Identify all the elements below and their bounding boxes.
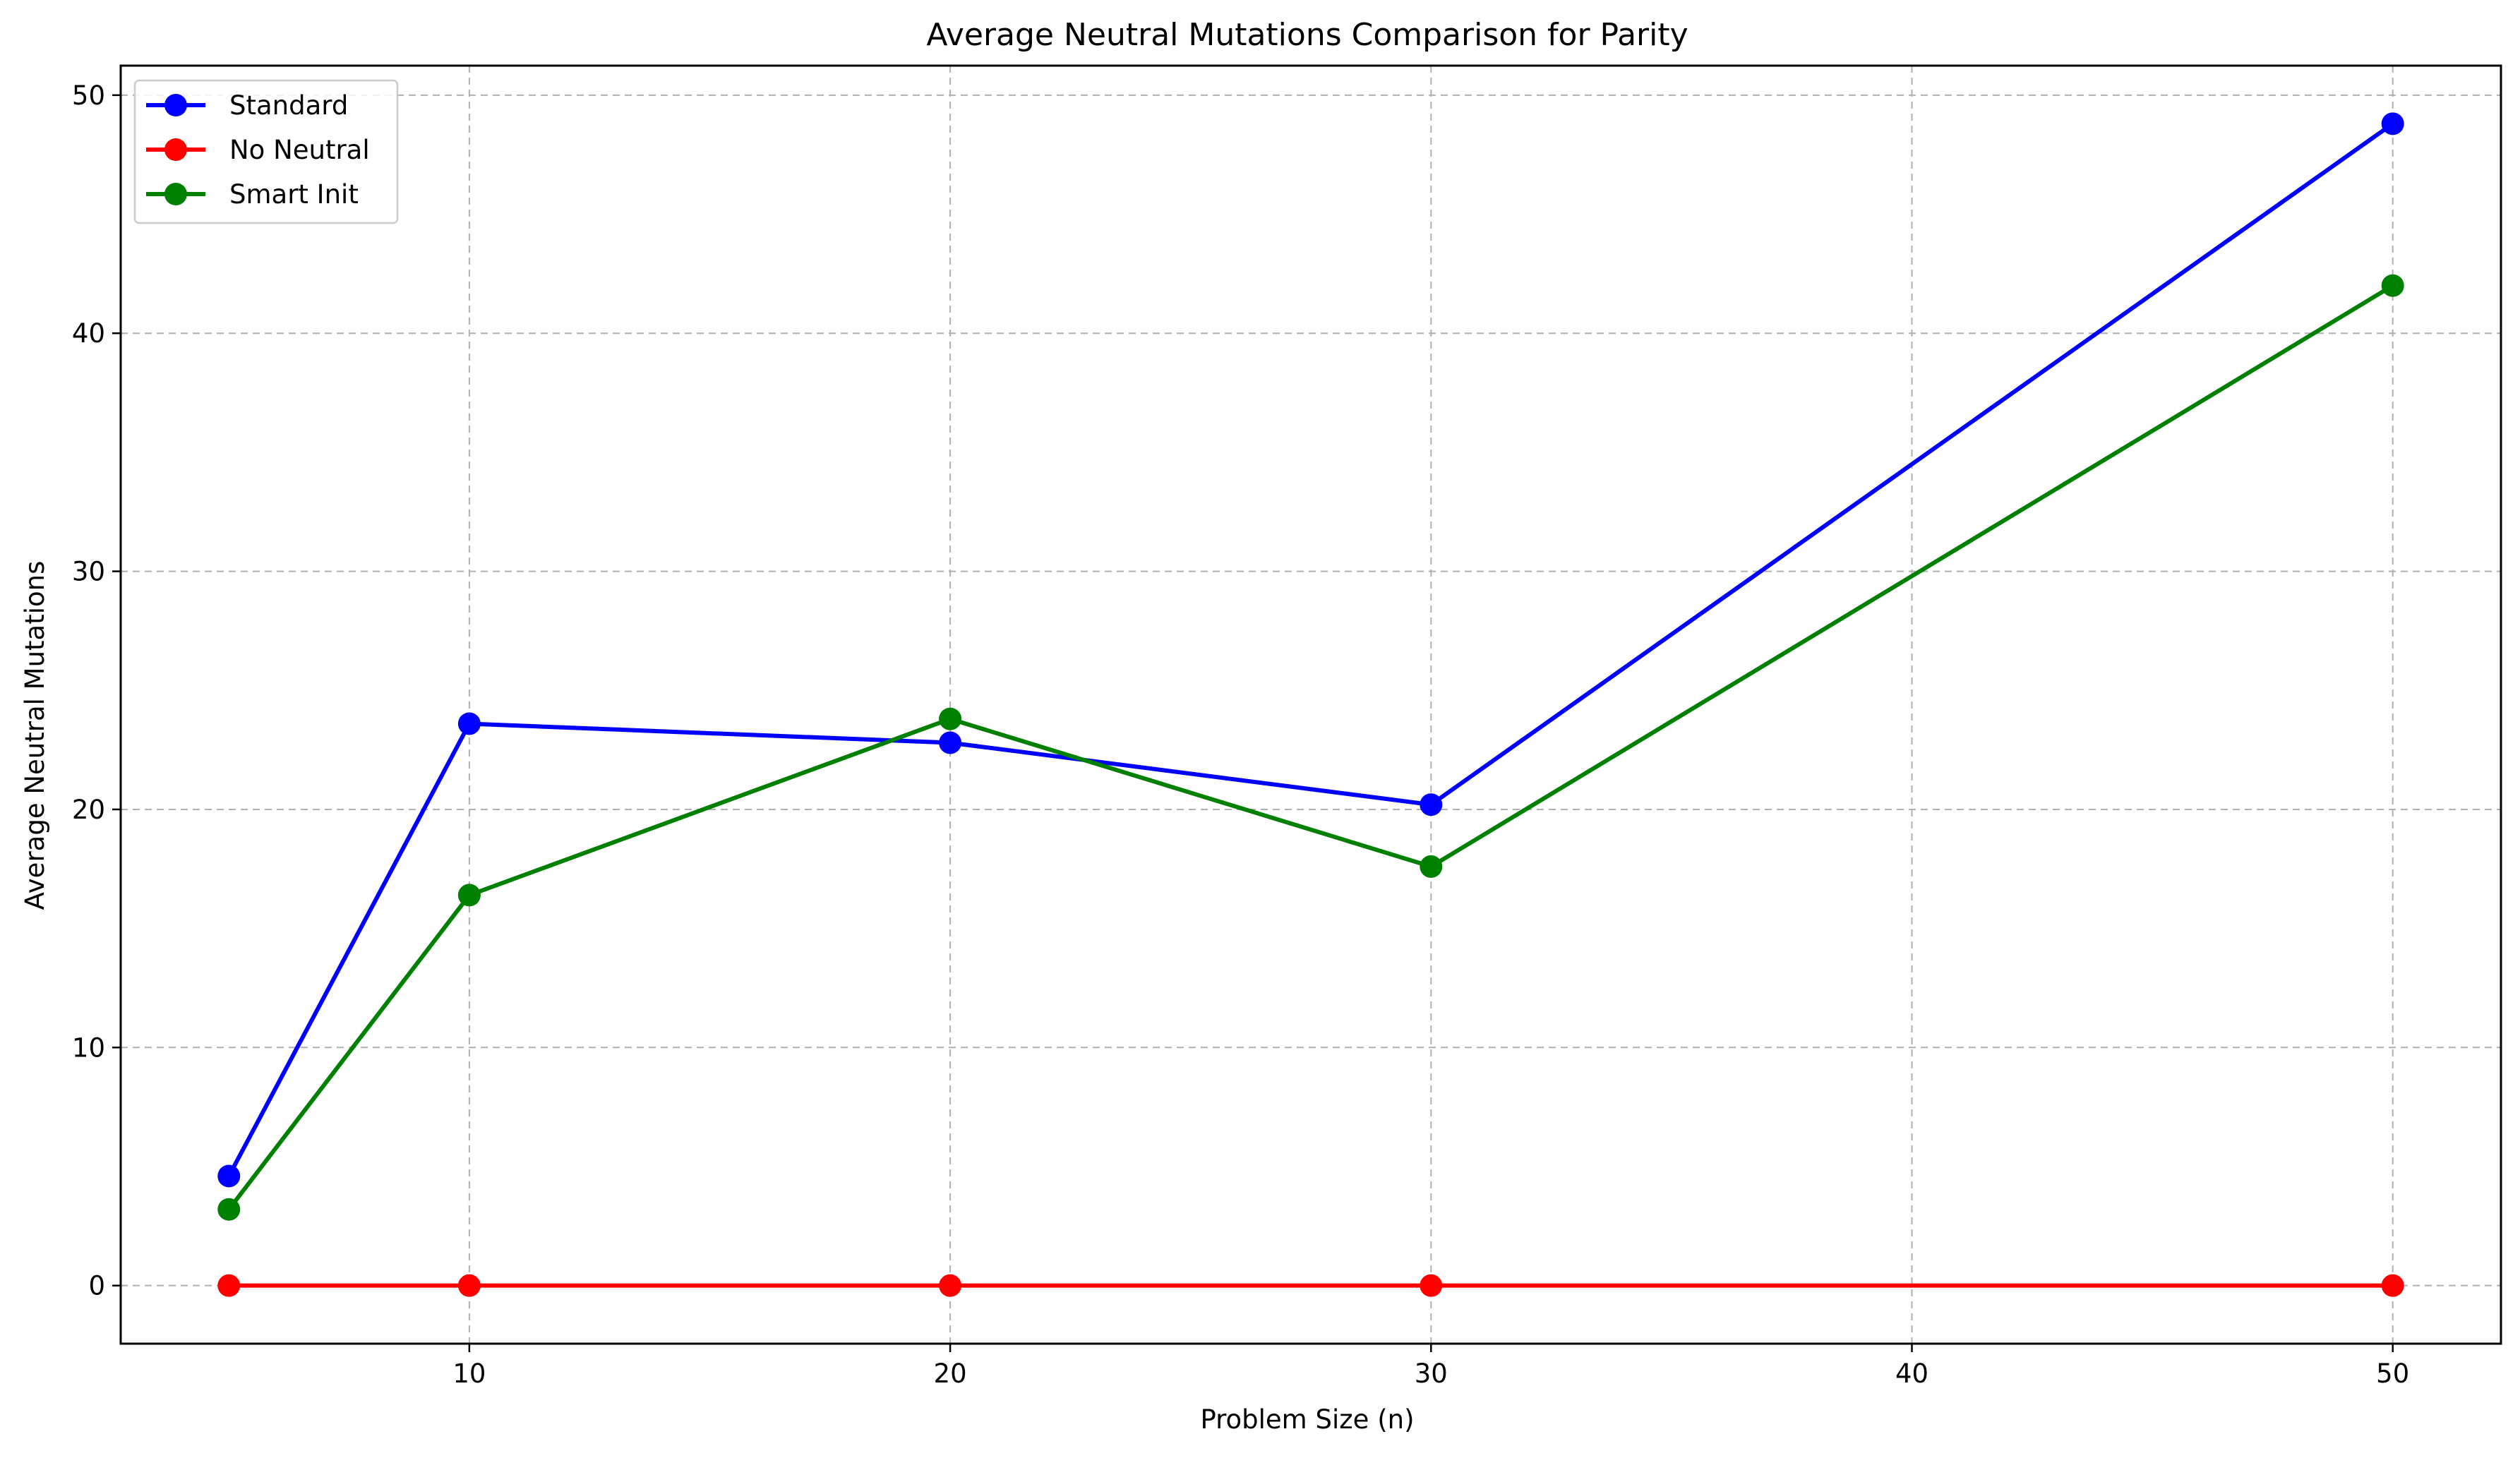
data-point-smart-init	[1420, 855, 1443, 878]
data-point-standard	[939, 731, 962, 754]
x-tick-label: 30	[1415, 1358, 1448, 1389]
legend-swatch-marker	[164, 94, 187, 116]
data-point-no-neutral	[939, 1274, 962, 1297]
data-point-smart-init	[2381, 274, 2404, 297]
data-point-smart-init	[457, 884, 481, 907]
legend-swatch-marker	[164, 138, 187, 161]
y-tick-label: 20	[72, 795, 105, 825]
data-point-smart-init	[939, 707, 962, 730]
x-tick-label: 20	[934, 1358, 967, 1389]
x-tick-label: 50	[2376, 1358, 2409, 1389]
data-point-standard	[1420, 793, 1443, 817]
data-point-standard	[217, 1164, 241, 1188]
data-point-no-neutral	[217, 1274, 241, 1297]
y-tick-label: 10	[72, 1032, 105, 1063]
data-point-no-neutral	[457, 1274, 481, 1297]
legend-item-standard: Standard	[146, 90, 348, 121]
legend-item-no-neutral: No Neutral	[146, 135, 370, 165]
series-group	[217, 112, 2404, 1297]
series-standard	[217, 112, 2404, 1188]
chart-title: Average Neutral Mutations Comparison for…	[926, 17, 1688, 53]
y-axis-label: Average Neutral Mutations	[20, 561, 50, 910]
data-point-no-neutral	[1420, 1274, 1443, 1297]
series-smart-init	[217, 274, 2404, 1221]
legend-box	[133, 79, 399, 224]
y-tick-label: 50	[72, 80, 105, 111]
legend: Standard No Neutral Smart Init	[133, 79, 399, 224]
plot-frame	[119, 64, 2502, 1345]
y-tick-label: 40	[72, 318, 105, 349]
ticks: 10 20 30 40 50 0 10 20 30 40 50	[72, 80, 2409, 1389]
y-tick-label: 30	[72, 557, 105, 587]
data-point-standard	[2381, 112, 2404, 135]
data-point-standard	[457, 712, 481, 735]
x-tick-label: 10	[452, 1358, 486, 1389]
legend-swatch-marker	[164, 183, 187, 205]
legend-items: Standard No Neutral Smart Init	[146, 90, 370, 210]
legend-label: Standard	[229, 90, 348, 121]
y-tick-label: 0	[88, 1271, 105, 1301]
legend-label: Smart Init	[229, 179, 359, 210]
x-tick-label: 40	[1895, 1358, 1928, 1389]
x-axis-label: Problem Size (n)	[1200, 1404, 1414, 1435]
data-point-smart-init	[217, 1198, 241, 1221]
legend-label: No Neutral	[229, 135, 370, 165]
series-no-neutral	[217, 1274, 2404, 1297]
data-point-no-neutral	[2381, 1274, 2404, 1297]
legend-item-smart-init: Smart Init	[146, 179, 359, 210]
